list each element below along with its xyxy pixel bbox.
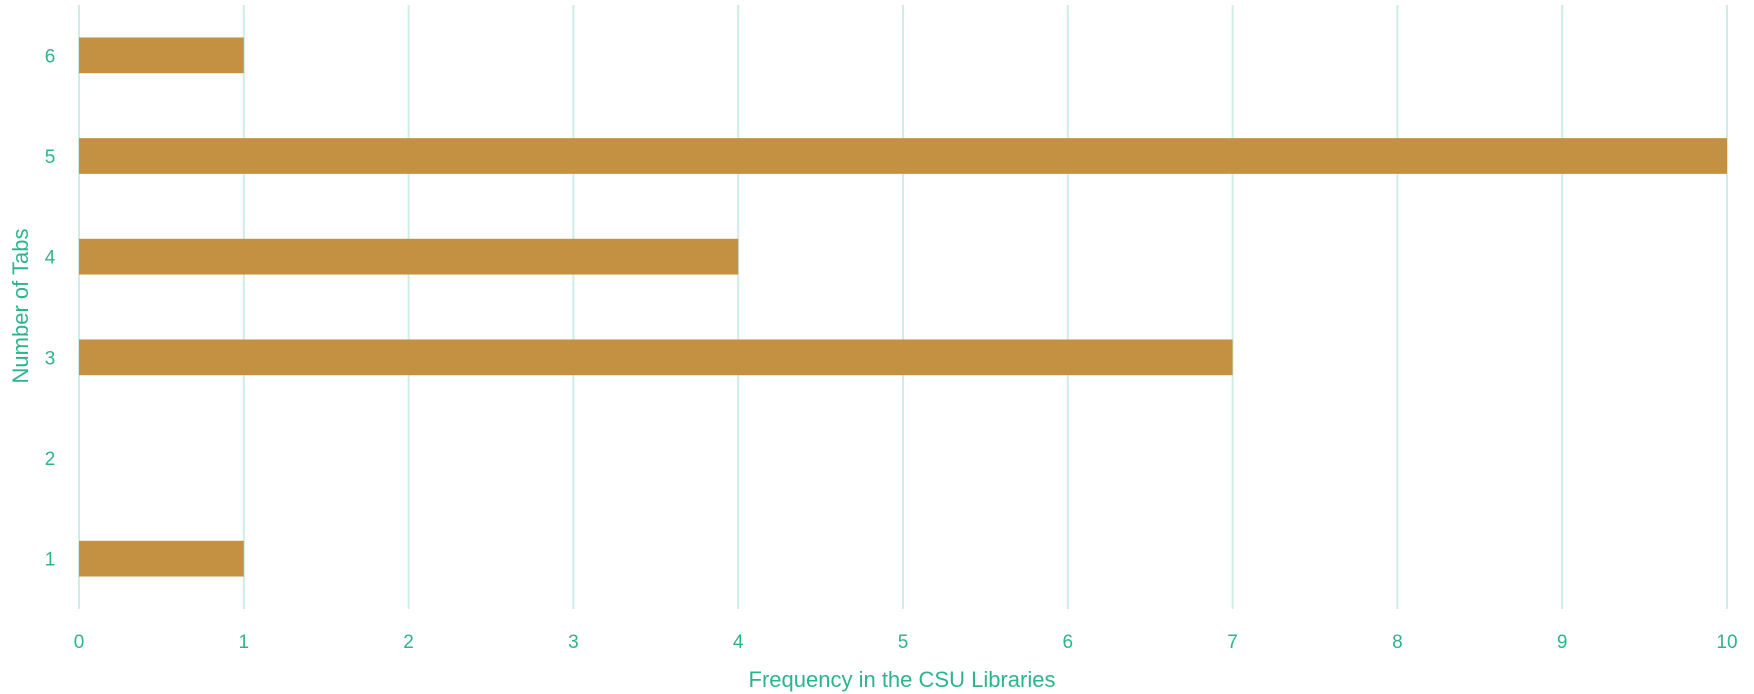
bars <box>79 37 1727 577</box>
y-tick-labels: 1 2 3 4 5 6 <box>45 46 56 570</box>
y-tick-label: 5 <box>45 147 56 168</box>
x-tick-label: 9 <box>1557 632 1568 653</box>
y-tick-label: 3 <box>45 348 56 369</box>
y-tick-label: 4 <box>45 248 56 269</box>
bar-tabs-4 <box>79 238 739 275</box>
x-tick-label: 6 <box>1063 632 1074 653</box>
x-tick-label: 0 <box>74 632 85 653</box>
x-tick-label: 8 <box>1392 632 1403 653</box>
x-tick-label: 3 <box>568 632 579 653</box>
y-tick-label: 1 <box>45 550 56 571</box>
bar-tabs-1 <box>79 540 244 577</box>
x-tick-label: 10 <box>1716 632 1737 653</box>
x-tick-label: 4 <box>733 632 744 653</box>
x-tick-label: 7 <box>1227 632 1238 653</box>
bar-tabs-5 <box>79 138 1727 174</box>
bar-tabs-3 <box>79 339 1233 376</box>
bar-tabs-6 <box>79 37 244 74</box>
gridlines <box>78 5 1728 609</box>
x-axis-title: Frequency in the CSU Libraries <box>749 667 1056 692</box>
x-tick-labels: 0 1 2 3 4 5 6 7 8 9 10 <box>74 632 1738 653</box>
y-tick-label: 2 <box>45 449 56 470</box>
y-axis-title: Number of Tabs <box>8 229 33 384</box>
x-tick-label: 2 <box>403 632 414 653</box>
x-tick-label: 1 <box>239 632 250 653</box>
y-tick-label: 6 <box>45 46 56 67</box>
x-tick-label: 5 <box>898 632 909 653</box>
